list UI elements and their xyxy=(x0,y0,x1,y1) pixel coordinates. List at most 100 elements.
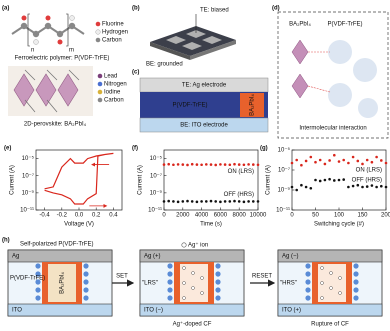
y-tick-label: 10⁻¹¹ xyxy=(148,208,162,214)
x-axis-label: Voltage (V) xyxy=(64,222,94,228)
x-tick-label: -0.2 xyxy=(57,213,68,219)
layer-label: BA₂PbI₄ xyxy=(60,272,66,294)
plot-frame xyxy=(35,149,123,211)
data-point xyxy=(200,200,203,203)
data-point xyxy=(384,185,388,189)
data-point xyxy=(380,184,383,188)
data-point xyxy=(333,153,336,157)
data-point xyxy=(304,159,308,163)
y-tick-label: 10⁻⁹ xyxy=(22,189,35,196)
y-axis-label: Current (A) xyxy=(266,165,272,195)
ag-ion xyxy=(191,286,195,290)
x-tick-label: 100 xyxy=(334,213,345,219)
data-point xyxy=(333,179,336,182)
ag-ion xyxy=(200,291,204,295)
data-point xyxy=(237,200,241,203)
dipole xyxy=(215,287,221,293)
data-point xyxy=(337,178,341,182)
data-point xyxy=(223,200,227,203)
polymer-schematic xyxy=(11,13,101,47)
series-label: OFF (HRS) xyxy=(224,192,254,198)
data-point xyxy=(318,158,322,162)
ag-ion xyxy=(338,291,342,295)
repeat-label: n xyxy=(31,48,34,54)
dipole xyxy=(83,295,89,301)
data-point xyxy=(233,162,236,166)
data-point xyxy=(186,199,189,203)
data-point xyxy=(162,200,166,203)
caption: 2D-perovskite: BA₂PbI₄ xyxy=(24,122,87,128)
y-tick-label: 10⁻⁹ xyxy=(278,187,291,194)
ag-ion xyxy=(200,276,204,280)
data-point xyxy=(200,163,203,167)
legend-label: Lead xyxy=(104,74,117,80)
dipole xyxy=(305,271,311,277)
data-point xyxy=(314,178,317,182)
y-tick-label: 10⁻⁹ xyxy=(150,189,163,196)
x-tick-label: 0 xyxy=(290,213,294,219)
label: BA₂PbI₄ xyxy=(289,22,311,28)
data-point xyxy=(242,200,246,204)
device-label: TE: biased xyxy=(200,8,229,14)
data-point xyxy=(209,199,213,203)
ag-ion xyxy=(320,281,324,285)
data-point xyxy=(186,163,189,167)
data-point xyxy=(314,160,317,164)
data-point xyxy=(304,185,308,189)
data-point xyxy=(309,155,313,159)
caption: Intermolecular interaction xyxy=(299,126,366,132)
dipole xyxy=(35,263,41,269)
data-point xyxy=(342,178,346,181)
panel-label: (b) xyxy=(132,6,140,12)
data-point xyxy=(190,162,194,166)
dipole xyxy=(215,295,221,301)
data-point xyxy=(176,200,180,204)
data-point xyxy=(351,184,355,188)
electrode xyxy=(7,303,113,317)
data-point xyxy=(295,158,299,162)
legend-label: Nitrogen xyxy=(104,82,127,88)
label: P(VDF-TrFE) xyxy=(327,22,362,28)
dipole xyxy=(305,295,311,301)
data-point xyxy=(219,200,222,204)
y-axis-label: Current (A) xyxy=(10,165,16,195)
data-point xyxy=(195,200,199,204)
data-point xyxy=(205,200,208,203)
perovskite-schematic xyxy=(8,66,103,116)
data-point xyxy=(242,163,246,167)
caption: Ferroelectric polymer: P(VDF-TrFE) xyxy=(15,56,110,62)
legend-label: Ag⁺ ion xyxy=(188,242,208,249)
data-point xyxy=(328,159,331,162)
legend-label: Fluorine xyxy=(102,22,124,28)
x-tick-label: 150 xyxy=(357,213,368,219)
data-point xyxy=(214,200,217,203)
ag-ion xyxy=(329,271,333,275)
series-label: ON (LRS) xyxy=(228,169,254,175)
panel-label: (h) xyxy=(2,238,10,244)
dipole xyxy=(353,271,359,277)
panel-label: (e) xyxy=(4,146,11,152)
data-point xyxy=(290,161,294,165)
data-point xyxy=(195,163,199,166)
data-point xyxy=(323,178,327,182)
data-point xyxy=(172,163,175,167)
x-tick-label: 0.0 xyxy=(75,213,84,219)
state-label: "HRS" xyxy=(280,281,297,287)
data-line xyxy=(44,152,114,205)
data-point xyxy=(375,185,378,189)
data-point xyxy=(365,185,369,188)
x-tick-label: 0.2 xyxy=(92,213,101,219)
plot-frame xyxy=(163,149,259,211)
data-point xyxy=(176,163,180,166)
data-point xyxy=(351,155,355,159)
panel-label: (a) xyxy=(2,6,9,12)
dipole xyxy=(167,295,173,301)
data-point xyxy=(370,160,374,164)
x-tick-label: 2000 xyxy=(176,213,190,219)
panel-label: (d) xyxy=(272,6,280,12)
data-point xyxy=(361,185,364,189)
x-tick-label: 10000 xyxy=(250,213,267,219)
electrode-label: Ag xyxy=(12,254,19,260)
legend-label: Carbon xyxy=(102,38,122,44)
data-point xyxy=(356,159,360,163)
